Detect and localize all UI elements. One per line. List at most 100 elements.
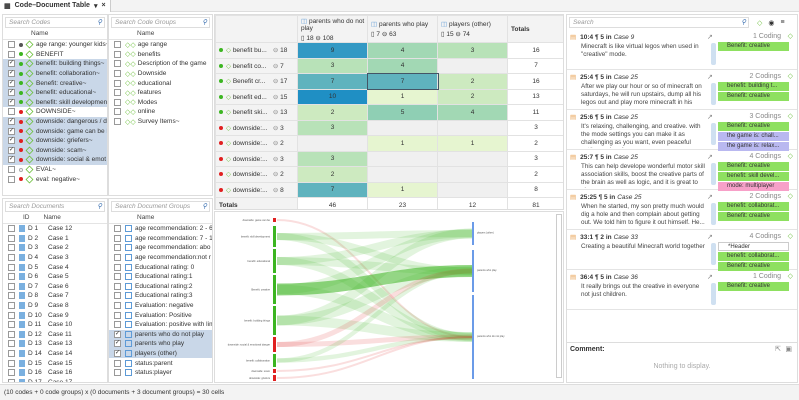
document-item[interactable]: D 15 Case 15 bbox=[3, 358, 107, 368]
code-group-item[interactable]: ◇◇ Description of the game bbox=[109, 59, 212, 69]
add-code-icon[interactable]: ◇ bbox=[787, 153, 793, 160]
matrix-cell[interactable]: 1 bbox=[367, 88, 438, 105]
document-item[interactable]: D 17 Case 17 bbox=[3, 378, 107, 382]
matrix-cell[interactable]: 3 bbox=[297, 119, 368, 136]
matrix-cell[interactable]: 10 bbox=[297, 88, 368, 105]
checkbox[interactable] bbox=[114, 50, 121, 58]
quotation-item[interactable]: ▤ 25:7 ¶ 5 in Case 25 ↗ 4 Codings ◇ This can h… bbox=[567, 150, 797, 191]
search-icon[interactable]: ⚲ bbox=[97, 19, 102, 26]
column-header[interactable]: ◫ parents who do not play ▯ 18 ⊖ 108 bbox=[297, 15, 368, 43]
matrix-cell[interactable]: 1 bbox=[367, 181, 438, 198]
column-header[interactable]: ◫ parents who play ▯ 7 ⊖ 63 bbox=[367, 15, 438, 43]
checkbox[interactable] bbox=[114, 225, 121, 233]
row-header[interactable]: ◇ Benefit cr... ⊖ 17 bbox=[215, 73, 298, 90]
checkbox[interactable] bbox=[8, 350, 15, 358]
matrix-cell[interactable]: 7 bbox=[297, 181, 368, 198]
matrix-cell[interactable]: 7 bbox=[366, 72, 439, 90]
code-chip[interactable]: mode: multiplayer bbox=[718, 182, 789, 191]
document-group-item[interactable]: age recommendation: 2 - 6 bbox=[109, 224, 212, 234]
document-group-item[interactable]: Evaluation: positive with lim bbox=[109, 320, 212, 330]
open-icon[interactable]: ↗ bbox=[707, 74, 713, 81]
checkbox[interactable] bbox=[114, 263, 121, 271]
document-item[interactable]: D 1 Case 12 bbox=[3, 224, 107, 234]
checkbox[interactable] bbox=[114, 41, 121, 49]
code-item[interactable]: ✓ benefit: building things~ bbox=[3, 59, 107, 69]
checkbox[interactable] bbox=[8, 50, 15, 58]
row-header[interactable]: ◇ downside:... ⊖ 3 bbox=[215, 150, 298, 167]
matrix-cell[interactable]: 4 bbox=[367, 42, 438, 59]
sankey-source-node[interactable] bbox=[273, 306, 276, 335]
tab-code-document-table[interactable]: ▦ Code–Document Table ▾ × bbox=[0, 0, 111, 12]
code-icon[interactable]: ◇ bbox=[757, 19, 763, 27]
checkbox[interactable] bbox=[8, 340, 15, 348]
matrix-cell[interactable]: 1 bbox=[367, 135, 438, 152]
checkbox[interactable] bbox=[114, 282, 121, 290]
checkbox[interactable]: ✓ bbox=[8, 146, 15, 154]
row-header[interactable]: ◇ downside:... ⊖ 2 bbox=[215, 135, 298, 152]
document-group-item[interactable]: Evaluation: Positive bbox=[109, 310, 212, 320]
checkbox[interactable] bbox=[114, 311, 121, 319]
quotation-item[interactable]: ▤ 25:6 ¶ 5 in Case 25 ↗ 3 Codings ◇ It's relax… bbox=[567, 110, 797, 151]
eye-icon[interactable]: ◉ bbox=[768, 19, 775, 27]
document-item[interactable]: D 8 Case 7 bbox=[3, 291, 107, 301]
checkbox[interactable] bbox=[114, 89, 121, 97]
sankey-source-node[interactable] bbox=[273, 337, 276, 352]
open-icon[interactable]: ↗ bbox=[707, 234, 713, 241]
column-header-name[interactable]: Name bbox=[3, 30, 107, 40]
open-icon[interactable]: ↗ bbox=[707, 114, 713, 121]
checkbox[interactable] bbox=[8, 321, 15, 329]
search-documents-input[interactable]: Search Documents ⚲ bbox=[5, 201, 105, 212]
code-item[interactable]: DOWNSIDE~ bbox=[3, 107, 107, 117]
quotation-item[interactable]: ▤ 25:4 ¶ 5 in Case 25 ↗ 2 Codings ◇ After we p… bbox=[567, 70, 797, 110]
checkbox[interactable] bbox=[8, 273, 15, 281]
save-icon[interactable]: ▣ bbox=[785, 346, 792, 353]
checkbox[interactable] bbox=[114, 302, 121, 310]
search-icon[interactable]: ⚲ bbox=[202, 19, 207, 26]
matrix-cell[interactable] bbox=[437, 181, 508, 198]
matrix-cell[interactable]: 9 bbox=[297, 42, 368, 59]
code-chip[interactable]: Benefit: creative bbox=[718, 162, 789, 171]
row-header[interactable]: ◇ benefit ski... ⊖ 13 bbox=[215, 104, 298, 121]
document-item[interactable]: D 16 Case 16 bbox=[3, 368, 107, 378]
code-chip[interactable]: Benefit: creative bbox=[718, 262, 789, 271]
checkbox[interactable] bbox=[8, 244, 15, 252]
quotation-item[interactable]: ▤ 33:1 ¶ 2 in Case 33 ↗ 4 Codings ◇ Creating a… bbox=[567, 230, 797, 271]
checkbox[interactable] bbox=[8, 311, 15, 319]
code-item[interactable]: ✓ downside: scam~ bbox=[3, 145, 107, 156]
code-chip[interactable]: benefit: building t... bbox=[718, 82, 789, 91]
matrix-cell[interactable]: 5 bbox=[367, 104, 438, 121]
quotation-document[interactable]: Case 9 bbox=[613, 33, 635, 41]
code-chip[interactable]: Benefit: creative bbox=[718, 42, 789, 51]
checkbox[interactable] bbox=[114, 98, 121, 106]
row-header[interactable]: ◇ benefit co... ⊖ 7 bbox=[215, 57, 298, 74]
document-group-item[interactable]: ✓ parents who do not play bbox=[109, 329, 212, 340]
checkbox[interactable]: ✓ bbox=[8, 137, 15, 145]
document-item[interactable]: D 9 Case 8 bbox=[3, 301, 107, 311]
column-header-name[interactable]: Name bbox=[109, 214, 212, 224]
matrix-cell[interactable] bbox=[437, 57, 508, 74]
quotation-item[interactable]: ▤ 25:25 ¶ 5 in Case 25 ↗ 2 Codings ◇ When he s… bbox=[567, 190, 797, 230]
checkbox[interactable] bbox=[8, 166, 15, 174]
document-item[interactable]: D 4 Case 3 bbox=[3, 253, 107, 263]
checkbox[interactable] bbox=[114, 369, 121, 377]
quotation-document[interactable]: Case 25 bbox=[613, 113, 638, 121]
column-header-name[interactable]: Name bbox=[43, 214, 61, 221]
scrollbar[interactable] bbox=[556, 214, 562, 378]
checkbox[interactable]: ✓ bbox=[8, 89, 15, 97]
matrix-cell[interactable] bbox=[437, 119, 508, 136]
sankey-source-node[interactable] bbox=[273, 226, 276, 247]
matrix-cell[interactable]: 4 bbox=[367, 57, 438, 74]
document-group-item[interactable]: age recommendation:not r bbox=[109, 253, 212, 263]
document-group-item[interactable]: Evaluation: negative bbox=[109, 301, 212, 311]
document-item[interactable]: D 14 Case 14 bbox=[3, 349, 107, 359]
sankey-source-node[interactable] bbox=[273, 375, 276, 381]
sankey-source-node[interactable] bbox=[273, 354, 276, 367]
quotation-item[interactable]: ▤ 10:4 ¶ 5 in Case 9 ↗ 1 Coding ◇ Minecraft is… bbox=[567, 30, 797, 70]
code-chip[interactable]: *Header bbox=[718, 242, 789, 251]
document-item[interactable]: D 5 Case 4 bbox=[3, 262, 107, 272]
code-group-item[interactable]: ◇◇ Survey Items~ bbox=[109, 117, 212, 127]
checkbox[interactable] bbox=[114, 292, 121, 300]
document-group-item[interactable]: age recommendation: 7 - 1 bbox=[109, 234, 212, 244]
code-chip[interactable]: Benefit: creative bbox=[718, 212, 789, 221]
code-group-item[interactable]: ◇◇ benefits bbox=[109, 50, 212, 60]
